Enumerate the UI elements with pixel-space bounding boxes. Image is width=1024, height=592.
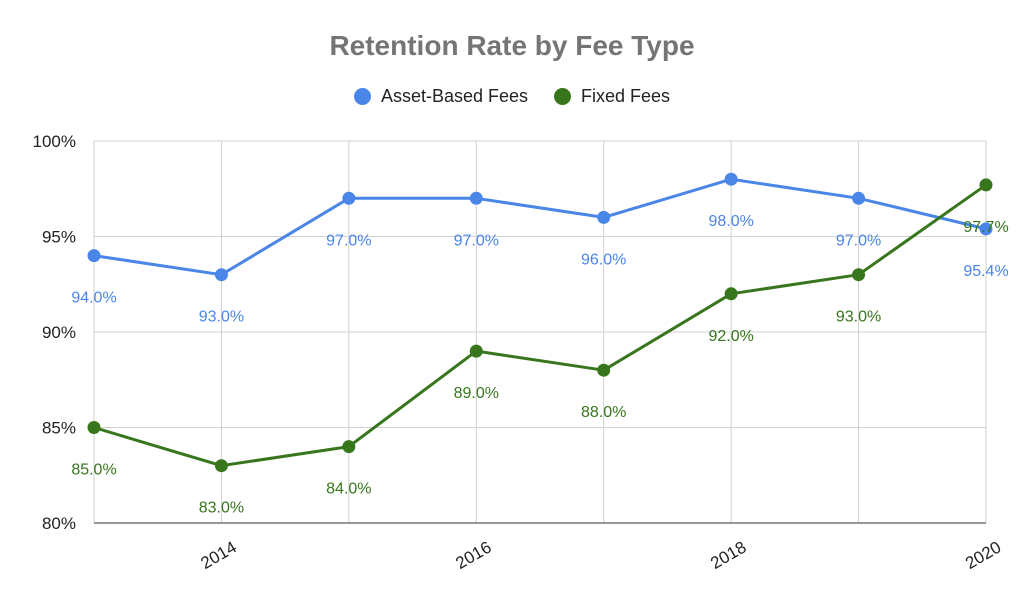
data-point[interactable] bbox=[724, 287, 738, 301]
data-label: 93.0% bbox=[199, 309, 244, 326]
data-point[interactable] bbox=[214, 459, 228, 473]
y-tick-label: 100% bbox=[33, 132, 76, 151]
legend-item-fixed[interactable]: Fixed Fees bbox=[554, 86, 670, 107]
data-label: 98.0% bbox=[708, 213, 753, 230]
y-tick-label: 80% bbox=[42, 514, 76, 533]
legend: Asset-Based Fees Fixed Fees bbox=[0, 86, 1024, 107]
data-label: 96.0% bbox=[581, 251, 626, 268]
data-label: 97.0% bbox=[454, 232, 499, 249]
legend-label-fixed: Fixed Fees bbox=[581, 86, 671, 106]
legend-label-asset-based: Asset-Based Fees bbox=[380, 86, 529, 106]
data-point[interactable] bbox=[597, 210, 611, 224]
data-label: 88.0% bbox=[581, 404, 626, 421]
data-label: 89.0% bbox=[454, 385, 499, 402]
data-label: 97.0% bbox=[836, 232, 881, 249]
data-point[interactable] bbox=[87, 421, 101, 434]
x-tick-label: 2018 bbox=[707, 538, 749, 573]
legend-item-asset-based[interactable]: Asset-Based Fees bbox=[353, 86, 529, 107]
data-point[interactable] bbox=[342, 440, 356, 454]
data-label: 95.4% bbox=[963, 263, 1008, 280]
data-label: 83.0% bbox=[199, 500, 244, 517]
data-point[interactable] bbox=[469, 191, 483, 205]
legend-marker-fixed bbox=[554, 88, 572, 105]
data-point[interactable] bbox=[597, 363, 611, 377]
grid bbox=[93, 140, 987, 524]
x-tick-label: 2020 bbox=[962, 538, 1004, 573]
data-labels-layer: 94.0% 93.0% 97.0% 97.0% 96.0% 98.0% 97.0% 95.4%… bbox=[71, 213, 1008, 517]
data-point[interactable] bbox=[214, 268, 228, 282]
data-point[interactable] bbox=[342, 191, 356, 205]
data-point[interactable] bbox=[469, 344, 483, 358]
y-tick-label: 90% bbox=[42, 323, 76, 342]
data-label: 85.0% bbox=[71, 462, 116, 479]
chart-title: Retention Rate by Fee Type bbox=[329, 30, 695, 61]
data-label: 93.0% bbox=[836, 309, 881, 326]
x-tick-label: 2014 bbox=[198, 538, 240, 573]
data-label: 92.0% bbox=[708, 328, 753, 345]
data-point[interactable] bbox=[852, 268, 866, 282]
data-label: 97.0% bbox=[326, 232, 371, 249]
data-label: 84.0% bbox=[326, 481, 371, 498]
data-point[interactable] bbox=[979, 222, 993, 236]
data-point[interactable] bbox=[852, 191, 866, 205]
series-line-fixed bbox=[93, 183, 987, 468]
legend-marker-asset-based bbox=[353, 88, 371, 105]
data-label: 94.0% bbox=[71, 290, 116, 307]
y-tick-label: 95% bbox=[42, 228, 76, 247]
data-point[interactable] bbox=[87, 249, 101, 263]
series-line-asset-based bbox=[93, 177, 987, 277]
data-point[interactable] bbox=[979, 178, 993, 192]
data-label: 97.7% bbox=[963, 219, 1008, 236]
data-point[interactable] bbox=[724, 172, 738, 186]
series-layer bbox=[87, 172, 993, 473]
x-tick-label: 2016 bbox=[452, 538, 494, 573]
y-tick-label: 85% bbox=[42, 419, 76, 438]
